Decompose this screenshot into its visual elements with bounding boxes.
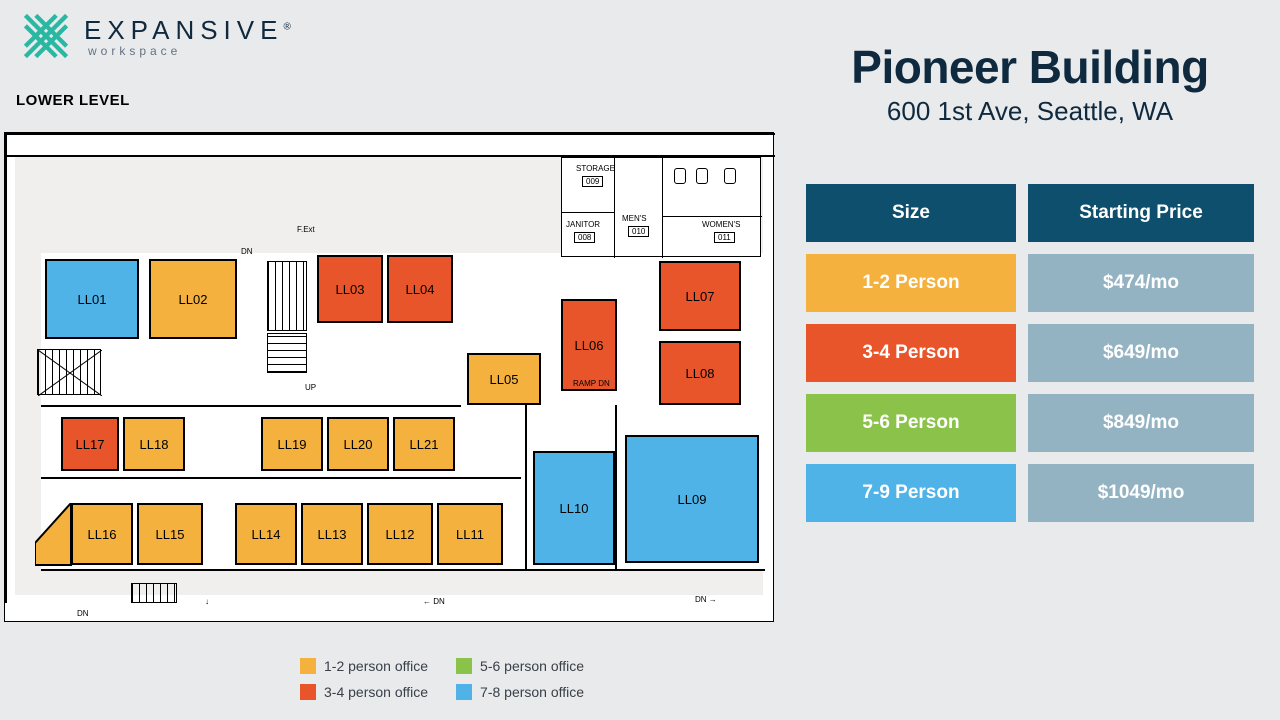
room-ll12: LL12	[367, 503, 433, 565]
legend-swatch-icon	[456, 658, 472, 674]
storage-label: STORAGE	[576, 164, 615, 173]
pricing-row: 1-2 Person$474/mo	[806, 254, 1256, 312]
legend-label: 7-8 person office	[480, 684, 584, 700]
legend-swatch-icon	[456, 684, 472, 700]
room-ll01: LL01	[45, 259, 139, 339]
brand-subtitle: workspace	[88, 44, 297, 58]
building-name: Pioneer Building	[810, 40, 1250, 94]
room-ll16: LL16	[71, 503, 133, 565]
pricing-size-cell: 5-6 Person	[806, 394, 1016, 452]
room-ll09: LL09	[625, 435, 759, 563]
room-ll14: LL14	[235, 503, 297, 565]
building-address: 600 1st Ave, Seattle, WA	[810, 96, 1250, 127]
room-ll10: LL10	[533, 451, 615, 565]
pricing-price-cell: $474/mo	[1028, 254, 1254, 312]
room-ll02: LL02	[149, 259, 237, 339]
floorplan-legend: 1-2 person office 5-6 person office 3-4 pe…	[300, 658, 584, 700]
legend-item: 7-8 person office	[456, 684, 584, 700]
mens-number: 010	[628, 226, 649, 237]
floor-level-label: LOWER LEVEL	[16, 92, 130, 109]
pricing-row: 7-9 Person$1049/mo	[806, 464, 1256, 522]
legend-label: 3-4 person office	[324, 684, 428, 700]
building-title-block: Pioneer Building 600 1st Ave, Seattle, W…	[810, 40, 1250, 127]
pricing-row: 5-6 Person$849/mo	[806, 394, 1256, 452]
room-ll04: LL04	[387, 255, 453, 323]
legend-item: 1-2 person office	[300, 658, 428, 674]
pricing-header-size: Size	[806, 184, 1016, 242]
room-ll06: LL06	[561, 299, 617, 391]
pricing-size-cell: 1-2 Person	[806, 254, 1016, 312]
room-ll21: LL21	[393, 417, 455, 471]
registered-icon: ®	[283, 21, 296, 32]
pricing-size-cell: 3-4 Person	[806, 324, 1016, 382]
room-ll08: LL08	[659, 341, 741, 405]
legend-swatch-icon	[300, 658, 316, 674]
room-ll20: LL20	[327, 417, 389, 471]
pricing-table: Size Starting Price 1-2 Person$474/mo3-4…	[806, 184, 1256, 534]
janitor-number: 008	[574, 232, 595, 243]
brand-logo: EXPANSIVE® workspace	[20, 10, 297, 62]
room-ll05: LL05	[467, 353, 541, 405]
room-ll17: LL17	[61, 417, 119, 471]
floorplan: STORAGE 009 JANITOR 008 MEN'S 010 WOMEN'…	[4, 132, 774, 622]
womens-label: WOMEN'S	[702, 220, 740, 229]
legend-swatch-icon	[300, 684, 316, 700]
pricing-header-price: Starting Price	[1028, 184, 1254, 242]
womens-number: 011	[714, 232, 735, 243]
pricing-price-cell: $649/mo	[1028, 324, 1254, 382]
janitor-label: JANITOR	[566, 220, 600, 229]
pricing-row: 3-4 Person$649/mo	[806, 324, 1256, 382]
room-ll13: LL13	[301, 503, 363, 565]
room-ll15: LL15	[137, 503, 203, 565]
mens-label: MEN'S	[622, 214, 647, 223]
pricing-price-cell: $849/mo	[1028, 394, 1254, 452]
room-ll18: LL18	[123, 417, 185, 471]
legend-label: 1-2 person office	[324, 658, 428, 674]
pricing-price-cell: $1049/mo	[1028, 464, 1254, 522]
room-ll07: LL07	[659, 261, 741, 331]
brand-name: EXPANSIVE	[84, 15, 283, 45]
legend-label: 5-6 person office	[480, 658, 584, 674]
legend-item: 3-4 person office	[300, 684, 428, 700]
pricing-header-row: Size Starting Price	[806, 184, 1256, 242]
legend-item: 5-6 person office	[456, 658, 584, 674]
room-ll19: LL19	[261, 417, 323, 471]
room-ll03: LL03	[317, 255, 383, 323]
logo-mark-icon	[20, 10, 72, 62]
room-ll11: LL11	[437, 503, 503, 565]
pricing-size-cell: 7-9 Person	[806, 464, 1016, 522]
storage-number: 009	[582, 176, 603, 187]
